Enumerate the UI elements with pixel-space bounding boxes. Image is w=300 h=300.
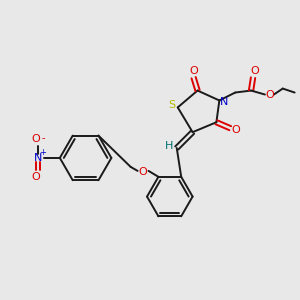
Text: N: N — [220, 98, 229, 107]
Text: O: O — [189, 66, 198, 76]
Text: O: O — [32, 134, 40, 144]
Text: O: O — [138, 167, 147, 177]
Text: -: - — [41, 133, 45, 143]
Text: S: S — [168, 100, 175, 110]
Text: H: H — [165, 141, 173, 151]
Text: O: O — [32, 172, 40, 182]
Text: +: + — [40, 148, 46, 158]
Text: O: O — [250, 66, 260, 76]
Text: O: O — [266, 89, 274, 100]
Text: O: O — [232, 125, 241, 135]
Text: N: N — [34, 153, 42, 163]
